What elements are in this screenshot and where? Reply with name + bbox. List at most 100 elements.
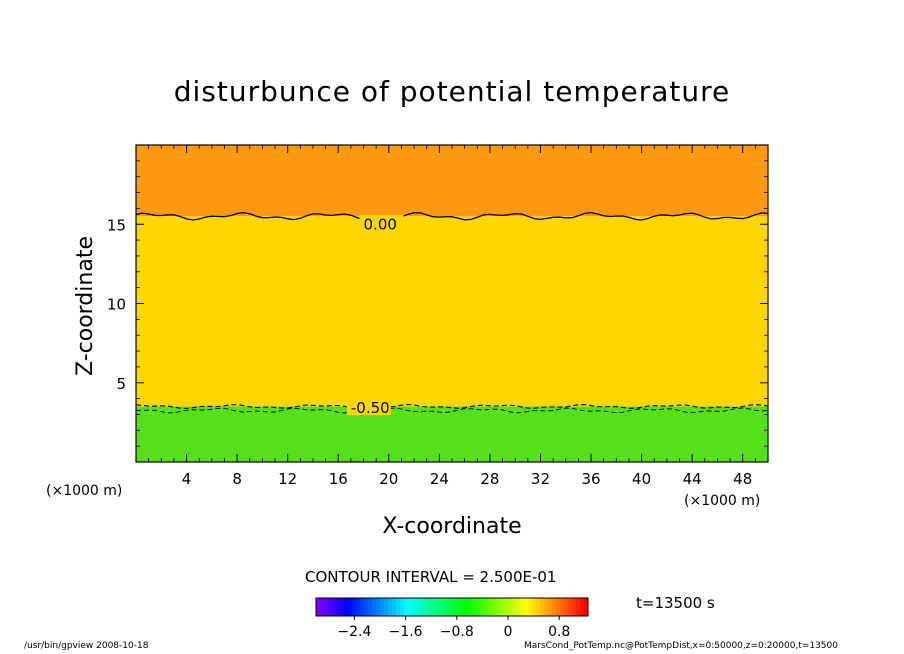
colorbar-cell (576, 598, 581, 616)
colorbar-cell (392, 598, 397, 616)
x-axis-ticks: 4 8 12 16 20 24 28 32 36 40 44 48 (148, 145, 756, 488)
x-unit-label-left: (×1000 m) (46, 483, 123, 499)
colorbar-cell (456, 598, 461, 616)
colorbar-cell (528, 598, 533, 616)
colorbar-cell (408, 598, 413, 616)
colorbar-cell (320, 598, 325, 616)
contour-label-bg (359, 215, 404, 232)
x-tick-label: 4 (182, 470, 192, 488)
colorbar-cell (372, 598, 377, 616)
contour-minus-half (135, 403, 769, 410)
colorbar-cell (492, 598, 497, 616)
colorbar-cell (504, 598, 509, 616)
x-tick-label: 40 (632, 470, 651, 488)
colorbar-cell (388, 598, 393, 616)
x-tick-label: 12 (278, 470, 297, 488)
y-tick-label: 5 (116, 375, 126, 393)
colorbar-cell (580, 598, 585, 616)
colorbar-cell (380, 598, 385, 616)
colorbar-cell (324, 598, 329, 616)
layer-lower (136, 406, 768, 462)
colorbar-cell (384, 598, 389, 616)
colorbar-cell (564, 598, 569, 616)
colorbar-tick-label: −2.4 (337, 624, 371, 640)
colorbar-cell (420, 598, 425, 616)
chart-title: disturbunce of potential temperature (173, 75, 731, 108)
colorbar-cell (472, 598, 477, 616)
colorbar-cell (332, 598, 337, 616)
contour-label: -0.50 (351, 399, 390, 417)
colorbar-cell (412, 598, 417, 616)
time-label: t=13500 s (636, 594, 715, 612)
colorbar-cell (460, 598, 465, 616)
x-tick-label: 28 (480, 470, 499, 488)
x-tick-label: 36 (581, 470, 600, 488)
colorbar-cell (544, 598, 549, 616)
contour-zero (135, 211, 769, 221)
colorbar-cell (348, 598, 353, 616)
colorbar: −2.4 −1.6 −0.8 0 0.8 (315, 597, 589, 640)
colorbar-cell (452, 598, 457, 616)
colorbar-cell (560, 598, 565, 616)
field-layers (136, 145, 768, 462)
colorbar-cell (360, 598, 365, 616)
colorbar-cell (524, 598, 529, 616)
colorbar-cell (500, 598, 505, 616)
contour-interval-label: CONTOUR INTERVAL = 2.500E-01 (305, 568, 557, 586)
contour-label: 0.00 (364, 215, 397, 233)
colorbar-cell (516, 598, 521, 616)
colorbar-cell (464, 598, 469, 616)
colorbar-cell (432, 598, 437, 616)
colorbar-cell (468, 598, 473, 616)
colorbar-cell (512, 598, 517, 616)
colorbar-cell (488, 598, 493, 616)
colorbar-cell (476, 598, 481, 616)
colorbar-cell (376, 598, 381, 616)
x-tick-label: 16 (329, 470, 348, 488)
colorbar-frame (315, 597, 589, 617)
colorbar-cell (336, 598, 341, 616)
x-axis-label: X-coordinate (382, 514, 522, 539)
colorbar-cell (428, 598, 433, 616)
colorbar-cell (352, 598, 357, 616)
x-tick-label: 20 (379, 470, 398, 488)
colorbar-cell (536, 598, 541, 616)
x-tick-label: 32 (531, 470, 550, 488)
colorbar-cell (584, 598, 589, 616)
colorbar-cell (316, 598, 321, 616)
y-axis-ticks: 5 10 15 (107, 160, 768, 447)
x-unit-label-right: (×1000 m) (684, 493, 761, 509)
colorbar-cell (396, 598, 401, 616)
y-axis-label: Z-coordinate (73, 236, 98, 376)
x-tick-label: 8 (232, 470, 242, 488)
colorbar-cell (572, 598, 577, 616)
y-tick-label: 10 (107, 296, 126, 314)
footer-left: /usr/bin/gpview 2008-10-18 (24, 641, 149, 651)
colorbar-cell (532, 598, 537, 616)
layer-middle (136, 216, 768, 407)
y-tick-label: 15 (107, 216, 126, 234)
colorbar-cell (520, 598, 525, 616)
colorbar-cell (424, 598, 429, 616)
x-tick-label: 24 (430, 470, 449, 488)
colorbar-cell (480, 598, 485, 616)
colorbar-cell (548, 598, 553, 616)
colorbar-cell (340, 598, 345, 616)
colorbar-cell (328, 598, 333, 616)
layer-upper (136, 145, 768, 217)
colorbar-cell (356, 598, 361, 616)
colorbar-cell (440, 598, 445, 616)
colorbar-cell (508, 598, 513, 616)
colorbar-cell (496, 598, 501, 616)
colorbar-tick-label: −1.6 (389, 624, 423, 640)
colorbar-cell (416, 598, 421, 616)
colorbar-tick-label: −0.8 (440, 624, 474, 640)
contour-label-bg (346, 399, 391, 416)
colorbar-cell (436, 598, 441, 616)
x-tick-label: 48 (733, 470, 752, 488)
footer-right: MarsCond_PotTemp.nc@PotTempDist,x=0:5000… (524, 641, 838, 651)
colorbar-tick-label: 0.8 (548, 624, 570, 640)
colorbar-cell (556, 598, 561, 616)
